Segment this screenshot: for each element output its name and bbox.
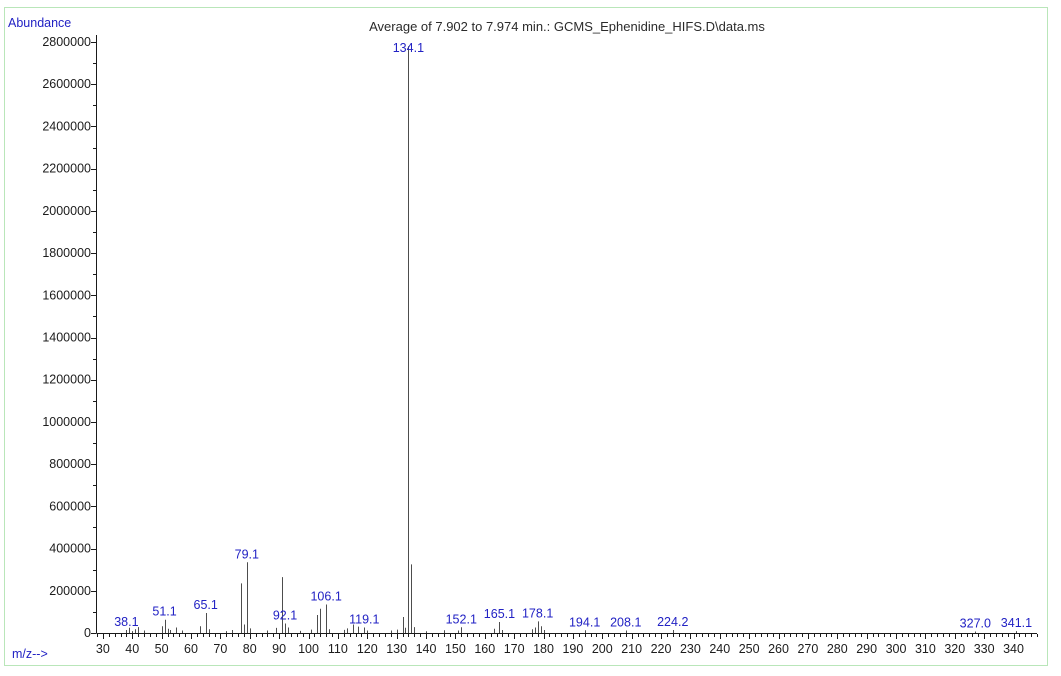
peak-label: 165.1 xyxy=(484,607,515,621)
x-tick-label: 150 xyxy=(445,642,466,656)
y-tick-label: 600000 xyxy=(49,499,91,513)
x-tick-label: 110 xyxy=(328,642,348,656)
x-tick-label: 220 xyxy=(651,642,672,656)
x-tick-label: 230 xyxy=(680,642,701,656)
x-tick-label: 270 xyxy=(797,642,818,656)
peak-label: 106.1 xyxy=(310,590,341,604)
x-tick-label: 310 xyxy=(915,642,936,656)
x-tick-label: 320 xyxy=(944,642,965,656)
x-tick-label: 340 xyxy=(1003,642,1024,656)
y-tick-label: 2200000 xyxy=(42,162,91,176)
x-tick-label: 250 xyxy=(739,642,760,656)
x-tick-label: 240 xyxy=(709,642,730,656)
peak-label: 51.1 xyxy=(152,605,176,619)
x-tick-label: 210 xyxy=(621,642,642,656)
x-tick-label: 130 xyxy=(386,642,407,656)
x-tick-label: 100 xyxy=(298,642,319,656)
x-tick-label: 30 xyxy=(96,642,110,656)
x-tick-label: 170 xyxy=(504,642,525,656)
x-tick-label: 180 xyxy=(533,642,554,656)
x-tick-label: 260 xyxy=(768,642,789,656)
x-axis-title: m/z--> xyxy=(12,647,48,661)
x-tick-label: 300 xyxy=(886,642,907,656)
y-tick-label: 200000 xyxy=(49,584,91,598)
y-axis-title: Abundance xyxy=(8,16,72,30)
y-tick-label: 1000000 xyxy=(42,415,91,429)
peak-label: 38.1 xyxy=(114,615,138,629)
y-tick-label: 1400000 xyxy=(42,331,91,345)
x-tick-label: 190 xyxy=(562,642,583,656)
y-tick-label: 1600000 xyxy=(42,288,91,302)
x-tick-label: 200 xyxy=(592,642,613,656)
x-tick-label: 330 xyxy=(974,642,995,656)
peak-label: 341.1 xyxy=(1001,616,1032,630)
y-tick-label: 2800000 xyxy=(42,35,91,49)
peak-label: 79.1 xyxy=(235,547,259,561)
chart-title: Average of 7.902 to 7.974 min.: GCMS_Eph… xyxy=(369,19,765,34)
x-tick-label: 90 xyxy=(272,642,286,656)
peak-label: 178.1 xyxy=(522,606,553,620)
y-tick-label: 2400000 xyxy=(42,119,91,133)
y-tick-label: 800000 xyxy=(49,457,91,471)
x-tick-label: 70 xyxy=(213,642,227,656)
x-tick-label: 50 xyxy=(155,642,169,656)
peak-label: 194.1 xyxy=(569,615,600,629)
y-tick-label: 2600000 xyxy=(42,77,91,91)
x-tick-label: 60 xyxy=(184,642,198,656)
x-tick-label: 120 xyxy=(357,642,378,656)
y-tick-label: 1800000 xyxy=(42,246,91,260)
peak-label: 224.2 xyxy=(657,615,688,629)
peak-label: 92.1 xyxy=(273,609,297,623)
peak-label: 152.1 xyxy=(446,612,477,626)
x-tick-label: 80 xyxy=(243,642,257,656)
y-tick-label: 400000 xyxy=(49,542,91,556)
y-tick-label: 0 xyxy=(84,626,91,640)
figure-border xyxy=(4,7,1048,666)
x-tick-label: 40 xyxy=(125,642,139,656)
x-tick-label: 160 xyxy=(474,642,495,656)
x-tick-label: 290 xyxy=(856,642,877,656)
peak-label: 119.1 xyxy=(349,613,379,627)
y-tick-label: 1200000 xyxy=(42,373,91,387)
x-tick-label: 280 xyxy=(827,642,848,656)
peak-label: 134.1 xyxy=(393,41,424,55)
peak-label: 208.1 xyxy=(610,615,641,629)
y-tick-label: 2000000 xyxy=(42,204,91,218)
x-tick-label: 140 xyxy=(416,642,437,656)
peak-label: 65.1 xyxy=(194,598,218,612)
peak-label: 327.0 xyxy=(960,617,991,631)
